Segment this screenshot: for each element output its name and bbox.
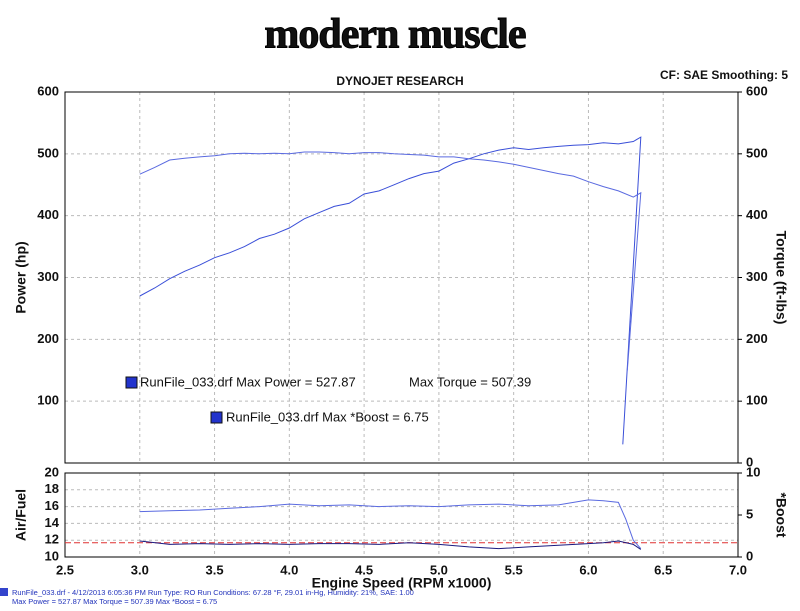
y2-tick-label: 100	[746, 393, 768, 408]
x-tick-label: 3.5	[206, 562, 224, 577]
y2-tick-label: 5	[746, 506, 753, 521]
y-tick-label: 10	[45, 548, 59, 563]
legend-icon	[125, 376, 138, 389]
series-line	[139, 136, 642, 445]
y2-tick-label: 600	[746, 83, 768, 98]
x-axis-label: Engine Speed (RPM x1000)	[312, 575, 492, 591]
y-tick-label: 300	[37, 269, 59, 284]
annotation: Max Torque = 507.39	[409, 374, 531, 389]
y-tick-label: 500	[37, 145, 59, 160]
x-tick-label: 5.0	[430, 562, 448, 577]
y2-axis-label: *Boost	[773, 492, 789, 537]
y-tick-label: 100	[37, 393, 59, 408]
y2-tick-label: 0	[746, 454, 753, 469]
y-tick-label: 20	[45, 464, 59, 479]
series-line	[139, 499, 642, 549]
series-line	[139, 540, 642, 550]
footer-line: Max Power = 527.87 Max Torque = 507.39 M…	[12, 597, 217, 606]
y2-tick-label: 0	[746, 548, 753, 563]
logo: modern muscle	[264, 12, 525, 58]
x-tick-label: 7.0	[729, 562, 747, 577]
x-tick-label: 4.5	[355, 562, 373, 577]
x-tick-label: 3.0	[131, 562, 149, 577]
annotation: RunFile_033.drf Max *Boost = 6.75	[226, 409, 429, 424]
x-tick-label: 5.5	[505, 562, 523, 577]
x-tick-label: 6.0	[579, 562, 597, 577]
y-tick-label: 400	[37, 207, 59, 222]
y-tick-label: 16	[45, 498, 59, 513]
y-axis-label: Power (hp)	[13, 241, 29, 313]
y-axis-label: Air/Fuel	[13, 489, 29, 541]
y-tick-label: 12	[45, 532, 59, 547]
x-tick-label: 6.5	[654, 562, 672, 577]
y-tick-label: 14	[45, 515, 60, 530]
y-tick-label: 200	[37, 331, 59, 346]
x-tick-label: 4.0	[280, 562, 298, 577]
annotation: RunFile_033.drf Max Power = 527.87	[140, 374, 356, 389]
y2-tick-label: 400	[746, 207, 768, 222]
chart-title: DYNOJET RESEARCH	[336, 74, 463, 88]
y2-axis-label: Torque (ft-lbs)	[773, 231, 789, 325]
y2-tick-label: 300	[746, 269, 768, 284]
series-line	[139, 151, 642, 371]
plot-frame	[64, 472, 739, 558]
legend-icon	[210, 411, 223, 424]
y2-tick-label: 200	[746, 331, 768, 346]
footer-line: RunFile_033.drf - 4/12/2013 6:05:36 PM R…	[12, 588, 414, 597]
plot-frame	[64, 91, 739, 464]
settings: CF: SAE Smoothing: 5	[660, 68, 788, 82]
y2-tick-label: 10	[746, 464, 760, 479]
y2-tick-label: 500	[746, 145, 768, 160]
x-tick-label: 2.5	[56, 562, 74, 577]
y-tick-label: 18	[45, 481, 59, 496]
footer-icon	[0, 588, 8, 596]
y-tick-label: 600	[37, 83, 59, 98]
